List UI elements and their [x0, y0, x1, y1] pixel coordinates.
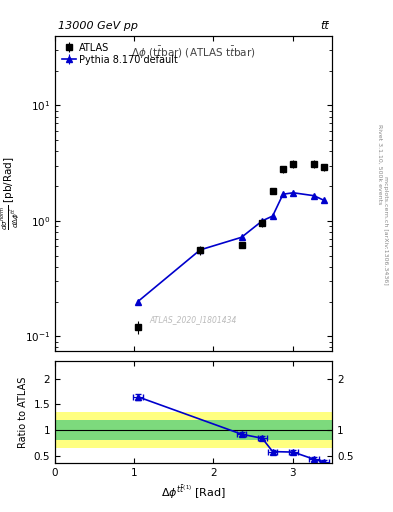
- Y-axis label: $\frac{d\sigma^{norm}}{d\Delta\phi^{t\bar{t}}}$ [pb/Rad]: $\frac{d\sigma^{norm}}{d\Delta\phi^{t\ba…: [0, 157, 22, 230]
- Text: Rivet 3.1.10, 500k events: Rivet 3.1.10, 500k events: [377, 124, 382, 204]
- Text: ATLAS_2020_I1801434: ATLAS_2020_I1801434: [150, 315, 237, 324]
- Text: 13000 GeV pp: 13000 GeV pp: [58, 21, 138, 31]
- Y-axis label: Ratio to ATLAS: Ratio to ATLAS: [18, 376, 28, 448]
- Text: $\Delta\phi$ (t$\bar{t}$bar) (ATLAS t$\bar{t}$bar): $\Delta\phi$ (t$\bar{t}$bar) (ATLAS t$\b…: [131, 45, 256, 61]
- Text: mcplots.cern.ch [arXiv:1306.3436]: mcplots.cern.ch [arXiv:1306.3436]: [384, 176, 388, 285]
- Legend: ATLAS, Pythia 8.170 default: ATLAS, Pythia 8.170 default: [60, 40, 180, 67]
- Text: tt̅: tt̅: [321, 21, 329, 31]
- X-axis label: $\Delta\phi^{t\bar{t}{}^{(1)}}$ [Rad]: $\Delta\phi^{t\bar{t}{}^{(1)}}$ [Rad]: [161, 484, 226, 501]
